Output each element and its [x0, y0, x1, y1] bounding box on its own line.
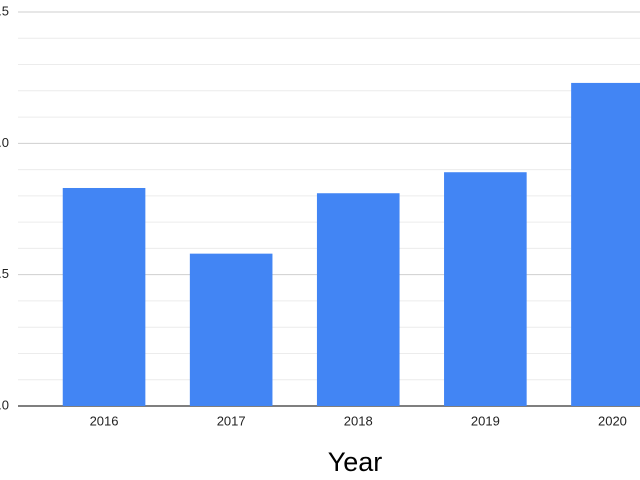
x-tick-label: 2020 [598, 413, 627, 428]
bar [189, 253, 273, 406]
bar [571, 82, 640, 407]
y-tick-label: 0.0 [0, 397, 9, 412]
bar [62, 187, 146, 406]
x-axis-title: Year [328, 447, 383, 477]
bar [444, 172, 527, 406]
y-tick-label: 1.0 [0, 135, 9, 150]
x-tick-label: 2017 [217, 413, 246, 428]
y-tick-label: 0.5 [0, 266, 9, 281]
x-tick-label: 2018 [344, 413, 373, 428]
x-tick-label: 2019 [471, 413, 500, 428]
x-tick-label: 2016 [90, 413, 119, 428]
y-tick-label: 1.5 [0, 3, 9, 18]
bar [316, 193, 400, 406]
